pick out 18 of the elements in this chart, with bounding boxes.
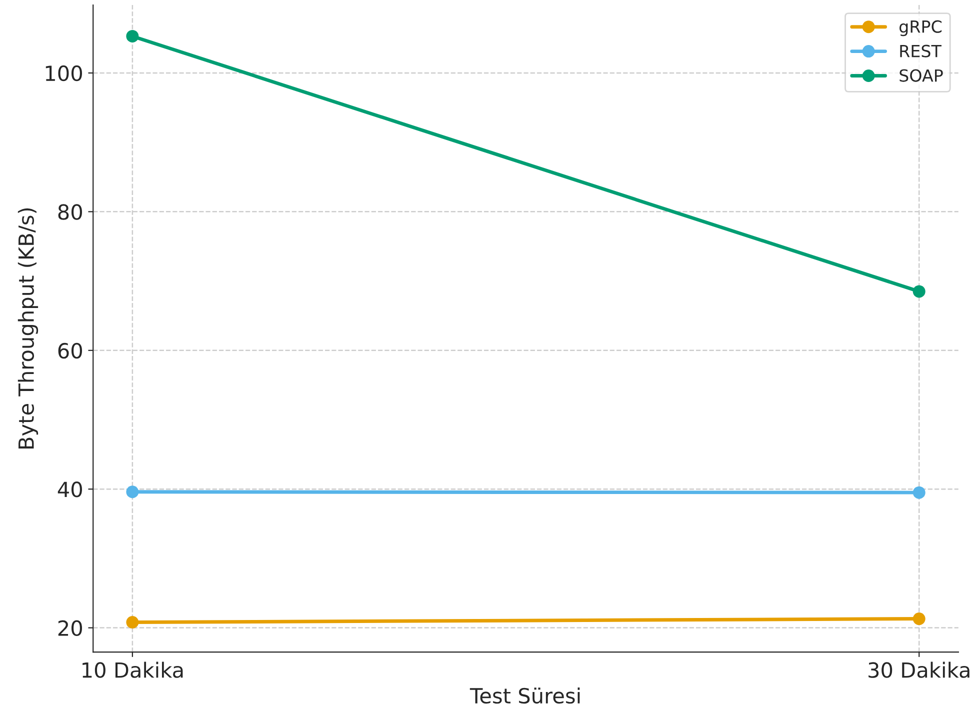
y-tick-label: 60 — [58, 342, 82, 359]
point — [126, 616, 139, 629]
legend-label: SOAP — [900, 69, 943, 82]
x-axis-title: Test Süresi — [470, 688, 580, 704]
y-tick-label: 80 — [58, 204, 82, 220]
point — [126, 30, 139, 42]
y-tick-label: 20 — [58, 620, 82, 636]
y-tick-label: 100 — [46, 65, 82, 82]
x-tick-label: 30 Dakika — [868, 662, 970, 678]
legend-label: gRPC — [900, 20, 942, 36]
x-tick-label: 10 Dakika — [82, 662, 183, 678]
point — [912, 285, 926, 298]
legend-label: REST — [900, 44, 942, 58]
point — [126, 486, 139, 498]
point — [912, 612, 926, 626]
y-tick-label: 40 — [58, 482, 82, 498]
y-axis-title: Byte Throughput (KB/s) — [18, 208, 38, 448]
point — [912, 486, 926, 499]
